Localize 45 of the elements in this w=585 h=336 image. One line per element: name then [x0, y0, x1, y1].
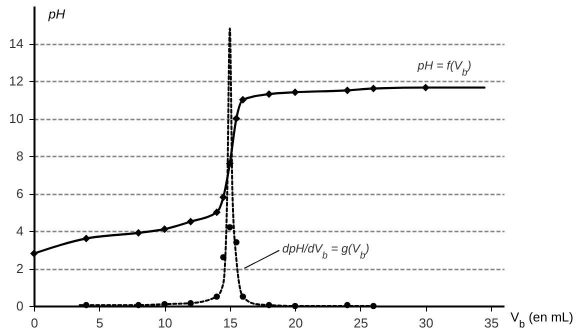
- point: [292, 302, 298, 310]
- point: [291, 88, 299, 96]
- y-tick-label: 0: [16, 298, 24, 314]
- point: [83, 302, 90, 308]
- point: [186, 218, 195, 226]
- y-tick-label: 8: [16, 148, 24, 164]
- point: [370, 302, 377, 310]
- point: [240, 293, 246, 300]
- annotation: pH = f(V$_{b}$): [416, 58, 472, 78]
- y-tick-label: 4: [16, 224, 24, 238]
- point: [232, 114, 240, 122]
- y-tick-label: 10: [9, 111, 24, 126]
- x-tick-label: 25: [354, 316, 368, 330]
- y-tick-label: 2: [16, 261, 24, 276]
- point: [265, 90, 273, 98]
- x-tick-label: 0: [30, 316, 38, 330]
- annotation: dpH/dV$_{b}$ = g(V$_{b}$): [282, 241, 370, 261]
- point: [160, 225, 168, 233]
- point: [135, 302, 142, 308]
- x-axis-title: V$_{b}$ (en mL): [510, 310, 574, 330]
- x-tick-label: 5: [96, 316, 104, 330]
- point: [422, 84, 430, 92]
- x-tick-label: 35: [484, 316, 499, 330]
- point: [214, 293, 220, 300]
- x-tick-label: 20: [288, 316, 303, 330]
- point: [370, 84, 378, 92]
- x-tick-label: 15: [223, 316, 238, 330]
- point: [239, 96, 247, 104]
- x-tick-label: 30: [418, 316, 434, 330]
- point: [226, 224, 233, 230]
- y-tick-label: 6: [16, 186, 24, 201]
- point: [220, 254, 226, 260]
- y-axis-title: pH: [48, 6, 66, 22]
- point: [266, 302, 272, 308]
- point: [30, 250, 38, 258]
- point: [219, 193, 228, 202]
- point: [134, 229, 142, 237]
- x-tick-label: 10: [158, 316, 172, 330]
- point: [343, 86, 352, 94]
- y-tick-label: 14: [9, 36, 24, 51]
- point: [82, 234, 90, 242]
- point: [212, 208, 221, 216]
- point: [233, 239, 240, 246]
- y-tick-label: 12: [9, 74, 24, 88]
- point: [344, 302, 350, 308]
